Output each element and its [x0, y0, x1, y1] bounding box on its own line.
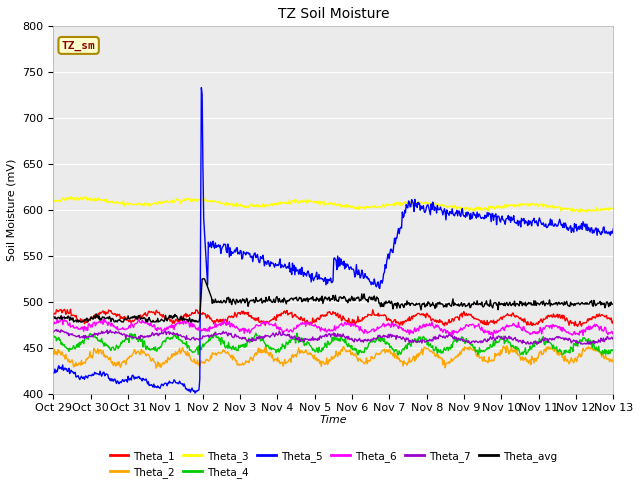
Theta_4	[519, 352, 527, 358]
Theta_avg	[609, 301, 617, 307]
Theta_avg	[60, 315, 67, 321]
Theta_6	[118, 326, 125, 332]
Theta_2	[403, 361, 410, 367]
Theta_avg	[70, 319, 77, 325]
Theta_7	[118, 332, 125, 337]
Theta_5	[49, 370, 57, 376]
Theta_4	[174, 332, 182, 338]
Theta_2	[500, 343, 508, 349]
Theta_1	[60, 308, 67, 313]
Theta_7	[609, 336, 617, 342]
Theta_6	[60, 317, 68, 323]
Theta_avg	[175, 317, 182, 323]
Theta_7	[522, 341, 530, 347]
Title: TZ Soil Moisture: TZ Soil Moisture	[278, 7, 389, 21]
Line: Theta_2: Theta_2	[53, 346, 613, 368]
Theta_2	[152, 365, 160, 371]
Theta_3	[49, 198, 57, 204]
Theta_3	[175, 197, 182, 203]
Theta_2	[60, 353, 67, 359]
Line: Theta_1: Theta_1	[53, 309, 613, 326]
Theta_2	[609, 355, 617, 361]
Theta_3	[60, 196, 67, 202]
X-axis label: Time: Time	[319, 415, 348, 425]
Theta_7	[175, 332, 182, 338]
Theta_7	[205, 332, 212, 338]
Theta_7	[419, 337, 426, 343]
Theta_avg	[118, 319, 125, 325]
Theta_4	[212, 330, 220, 336]
Theta_1	[609, 317, 617, 323]
Line: Theta_7: Theta_7	[53, 330, 613, 344]
Theta_7	[49, 329, 57, 335]
Line: Theta_4: Theta_4	[53, 333, 613, 355]
Theta_4	[117, 339, 125, 345]
Theta_1	[205, 314, 212, 320]
Theta_5	[420, 203, 428, 209]
Theta_5	[117, 380, 125, 385]
Theta_avg	[420, 301, 428, 307]
Theta_7	[403, 335, 410, 341]
Theta_3	[67, 194, 74, 200]
Theta_avg	[205, 288, 213, 294]
Theta_5	[174, 381, 182, 386]
Theta_4	[204, 338, 211, 344]
Theta_3	[403, 200, 410, 205]
Theta_6	[489, 333, 497, 339]
Theta_2	[49, 352, 57, 358]
Line: Theta_avg: Theta_avg	[53, 279, 613, 322]
Theta_avg	[199, 276, 207, 282]
Theta_1	[67, 306, 74, 312]
Theta_6	[609, 331, 617, 336]
Theta_3	[583, 209, 591, 215]
Theta_3	[205, 198, 212, 204]
Theta_5	[198, 85, 205, 91]
Theta_2	[175, 349, 182, 355]
Line: Theta_6: Theta_6	[53, 317, 613, 336]
Text: TZ_sm: TZ_sm	[61, 40, 95, 50]
Theta_6	[403, 329, 410, 335]
Theta_2	[419, 352, 426, 358]
Theta_5	[403, 204, 411, 210]
Line: Theta_3: Theta_3	[53, 197, 613, 212]
Theta_3	[118, 200, 125, 206]
Theta_1	[403, 319, 410, 324]
Line: Theta_5: Theta_5	[53, 88, 613, 393]
Theta_2	[117, 363, 125, 369]
Theta_4	[419, 335, 426, 341]
Theta_1	[175, 318, 182, 324]
Theta_1	[118, 315, 125, 321]
Theta_3	[419, 201, 426, 206]
Theta_4	[60, 342, 67, 348]
Theta_5	[205, 244, 213, 250]
Theta_7	[52, 327, 60, 333]
Theta_1	[573, 324, 581, 329]
Theta_6	[49, 322, 57, 327]
Theta_5	[609, 226, 617, 231]
Theta_4	[49, 333, 57, 339]
Legend: Theta_1, Theta_2, Theta_3, Theta_4, Theta_5, Theta_6, Theta_7, Theta_avg: Theta_1, Theta_2, Theta_3, Theta_4, Thet…	[106, 446, 561, 480]
Theta_5	[191, 390, 199, 396]
Theta_avg	[403, 298, 411, 304]
Theta_6	[58, 314, 66, 320]
Theta_1	[49, 312, 57, 317]
Theta_5	[60, 368, 67, 373]
Y-axis label: Soil Moisture (mV): Soil Moisture (mV)	[7, 159, 17, 261]
Theta_avg	[49, 313, 57, 319]
Theta_4	[609, 347, 617, 352]
Theta_6	[175, 320, 182, 325]
Theta_2	[205, 358, 212, 364]
Theta_3	[609, 206, 617, 212]
Theta_6	[205, 325, 212, 331]
Theta_4	[403, 342, 410, 348]
Theta_7	[60, 329, 68, 335]
Theta_1	[419, 312, 426, 318]
Theta_6	[419, 323, 426, 329]
